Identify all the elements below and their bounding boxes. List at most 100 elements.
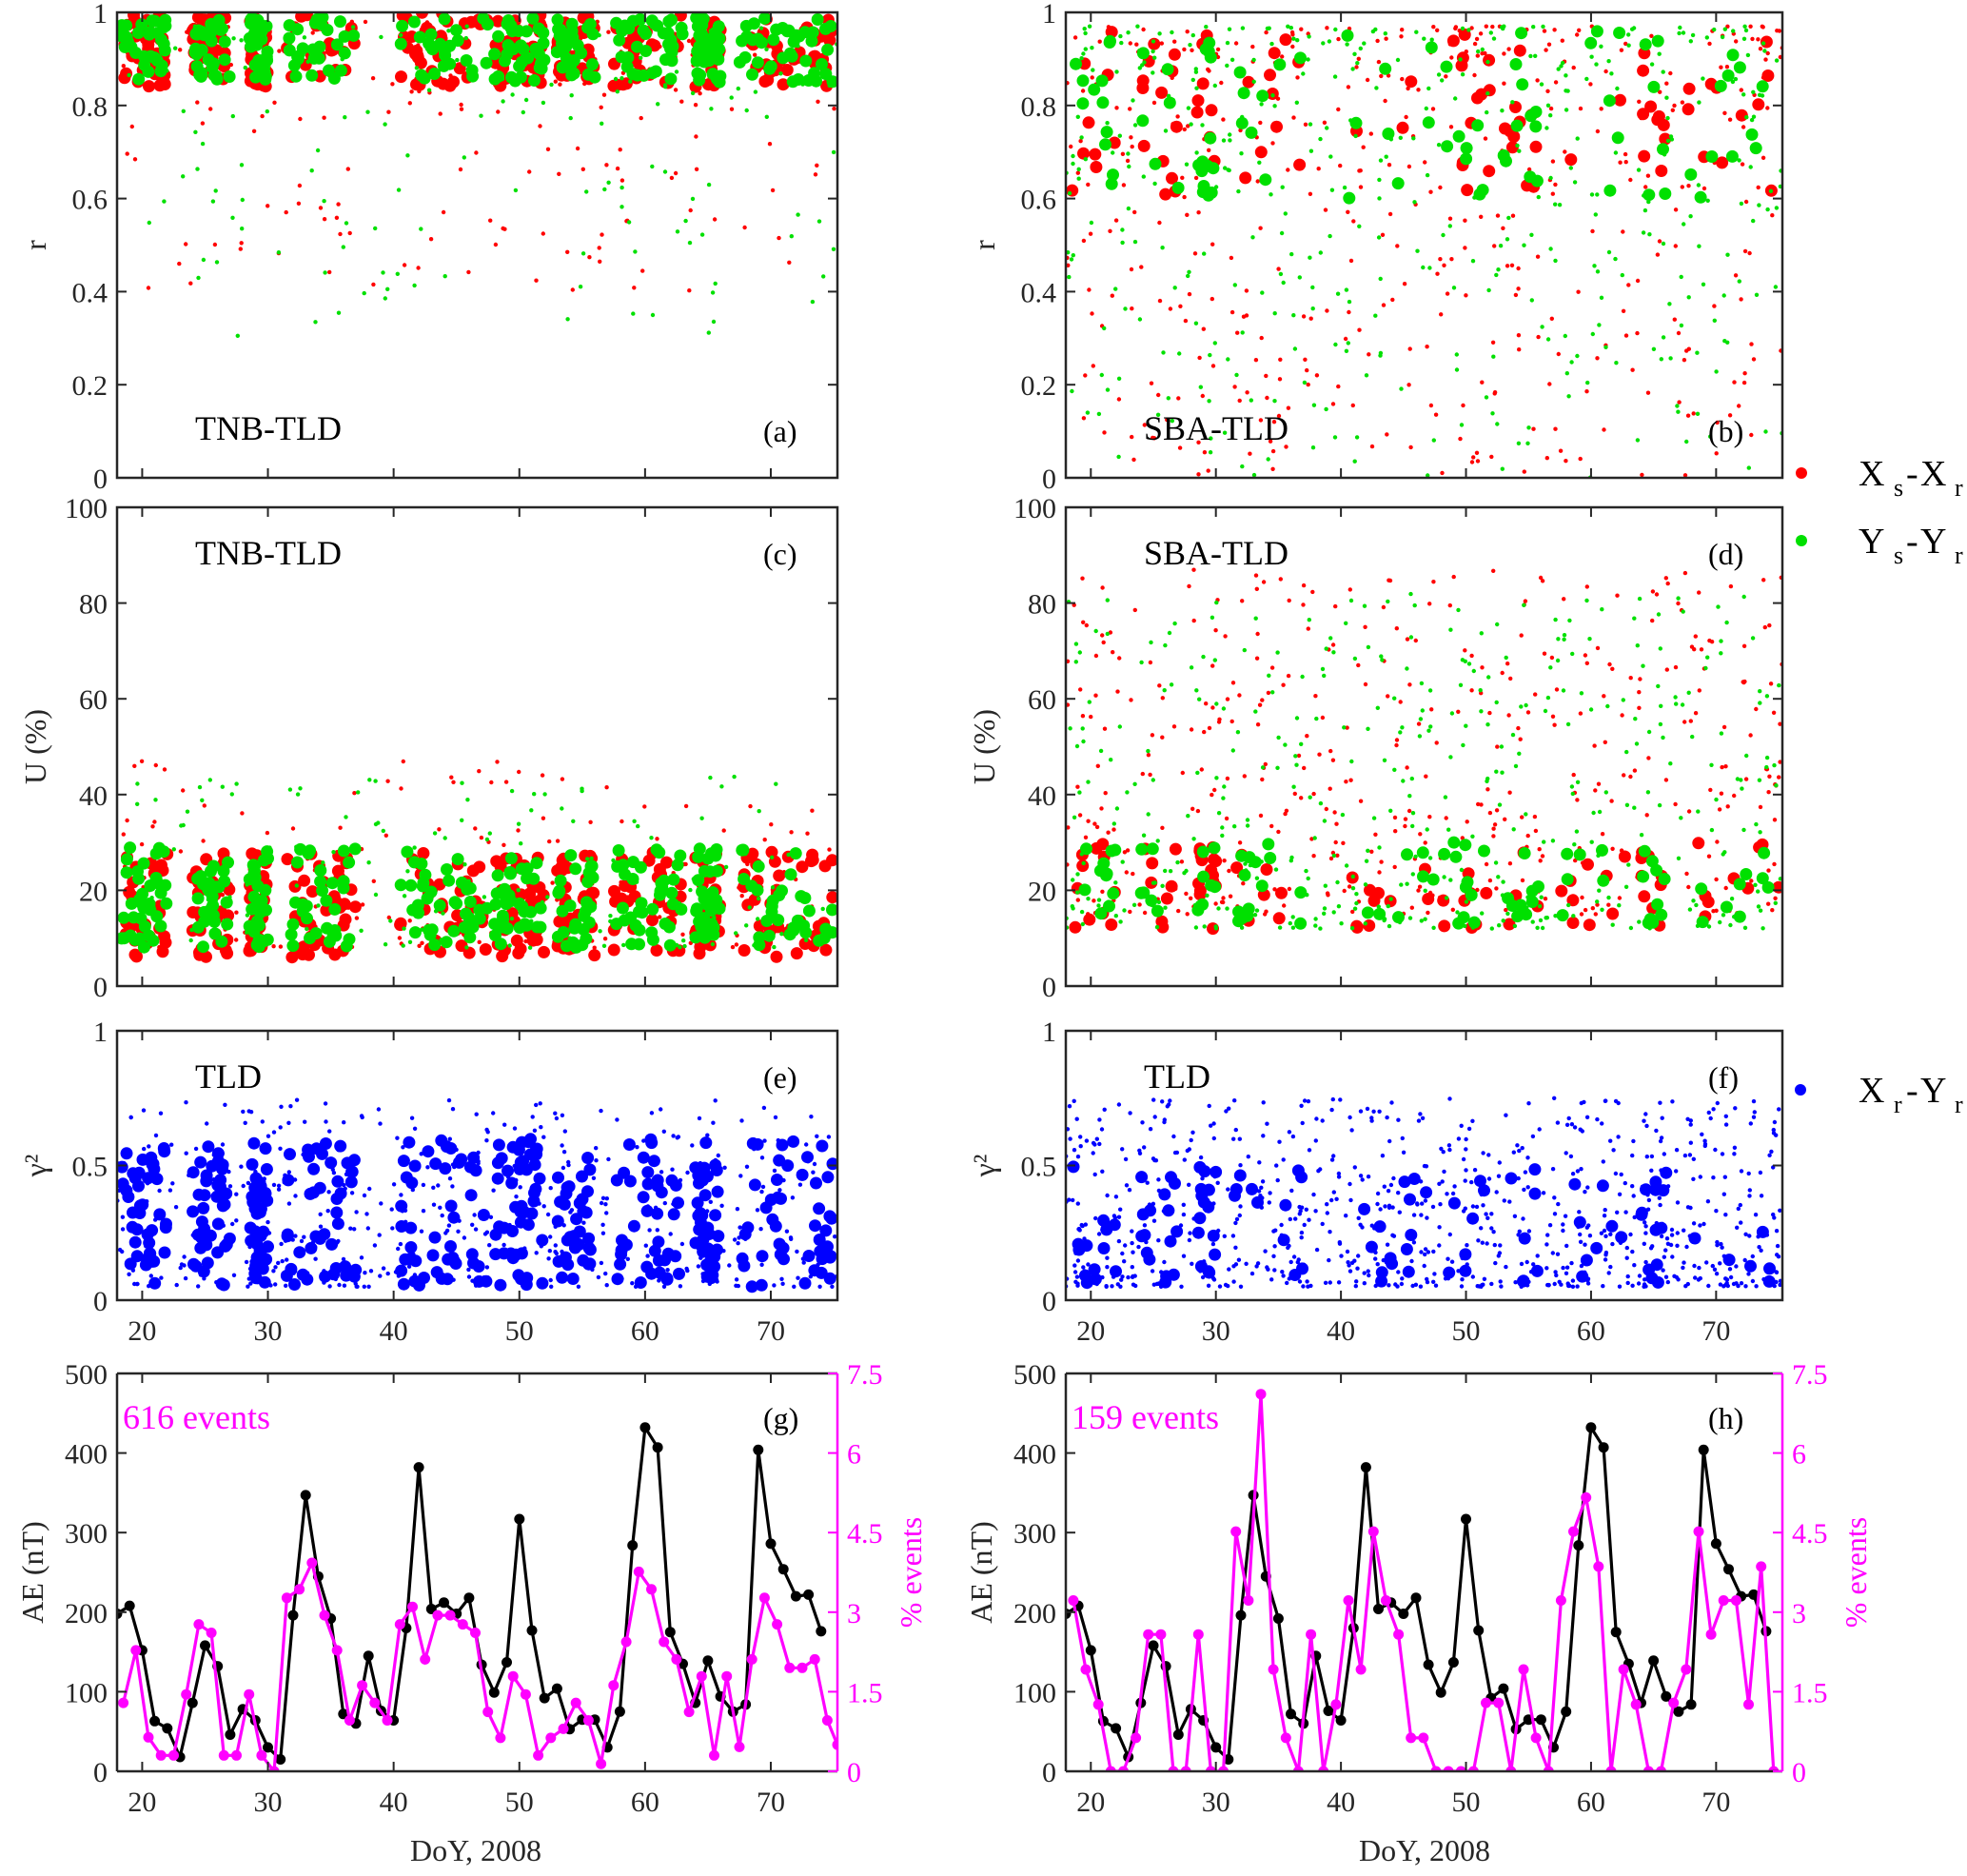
scatter-point-small <box>1387 923 1392 929</box>
scatter-point-small <box>820 906 825 912</box>
scatter-point-small <box>1188 43 1192 48</box>
scatter-point-small <box>1276 267 1281 271</box>
scatter-point-small <box>1453 26 1458 31</box>
scatter-point-small <box>1714 451 1719 456</box>
scatter-point-large <box>527 872 541 885</box>
scatter-point-small <box>1339 921 1344 926</box>
scatter-point-small <box>1125 790 1130 795</box>
scatter-point-large <box>247 867 261 880</box>
scatter-point-large <box>1441 140 1454 153</box>
scatter-point-small <box>1330 758 1336 762</box>
scatter-point-small <box>1610 922 1615 927</box>
scatter-point-small <box>1130 434 1134 440</box>
scatter-point-small <box>516 888 521 893</box>
scatter-point-small <box>1524 812 1528 817</box>
scatter-point-large <box>797 919 811 932</box>
scatter-point-small <box>1301 583 1307 588</box>
scatter-point-small <box>1318 250 1324 255</box>
scatter-point-large <box>149 872 163 884</box>
scatter-point-small <box>1545 337 1551 342</box>
scatter-point-small <box>1072 35 1078 40</box>
scatter-point-small <box>220 784 225 789</box>
scatter-point-small <box>1440 470 1445 476</box>
scatter-point-small <box>1252 913 1258 918</box>
scatter-point-small <box>1664 667 1670 672</box>
scatter-point-small <box>1193 69 1199 74</box>
scatter-point-small <box>1553 80 1559 85</box>
scatter-point-small <box>377 1233 382 1237</box>
scatter-point-small <box>1760 93 1765 98</box>
scatter-point-small <box>1628 925 1634 931</box>
scatter-point-small <box>285 1257 289 1262</box>
scatter-point-small <box>1423 888 1427 893</box>
scatter-point-small <box>620 178 625 183</box>
scatter-point-small <box>1682 473 1688 478</box>
scatter-point-small <box>1665 138 1671 144</box>
scatter-point-small <box>451 780 456 784</box>
scatter-point-large <box>1644 100 1658 113</box>
scatter-point-small <box>1212 658 1218 662</box>
scatter-point-large <box>1725 149 1739 163</box>
panel-letter: (d) <box>1708 537 1743 571</box>
scatter-point-small <box>1449 711 1455 716</box>
scatter-point-large <box>215 1277 228 1291</box>
scatter-point-large <box>319 1270 332 1283</box>
scatter-point-small <box>1160 696 1166 701</box>
scatter-point-small <box>1189 727 1194 732</box>
scatter-point-small <box>1480 47 1485 52</box>
scatter-point-small <box>732 774 737 780</box>
scatter-point-small <box>514 1195 519 1199</box>
scatter-point-small <box>1679 274 1683 280</box>
scatter-point-large <box>496 909 509 922</box>
scatter-point-small <box>1284 444 1288 449</box>
plot-area-e <box>117 1097 837 1293</box>
scatter-point-small <box>1386 903 1391 909</box>
scatter-point-small <box>1595 645 1601 651</box>
scatter-point-small <box>1099 806 1104 811</box>
scatter-point-small <box>757 809 761 814</box>
scatter-point-large <box>662 38 675 50</box>
scatter-point-large <box>662 920 676 934</box>
scatter-point-small <box>1605 703 1610 709</box>
scatter-point-small <box>1083 835 1089 839</box>
scatter-point-small <box>545 1212 551 1217</box>
scatter-point-small <box>1110 293 1115 298</box>
scatter-point-small <box>260 1119 265 1124</box>
scatter-point-large <box>1497 148 1510 162</box>
scatter-point-large <box>246 12 259 25</box>
scatter-point-small <box>326 1190 331 1195</box>
scatter-point-small <box>1733 273 1739 278</box>
scatter-point-large <box>767 33 780 47</box>
scatter-point-small <box>1673 207 1679 212</box>
scatter-point-small <box>337 1282 342 1288</box>
scatter-point-small <box>472 1213 477 1217</box>
scatter-point-small <box>1525 710 1531 715</box>
scatter-point-small <box>1081 416 1087 421</box>
scatter-point-small <box>1424 774 1428 779</box>
scatter-point-small <box>1220 825 1225 830</box>
scatter-point-small <box>1478 31 1484 36</box>
scatter-point-small <box>1310 306 1315 311</box>
scatter-point-small <box>318 1224 324 1229</box>
scatter-point-small <box>1355 60 1360 66</box>
scatter-point-small <box>1208 450 1213 455</box>
scatter-point-small <box>1488 30 1494 35</box>
scatter-point-small <box>1579 912 1584 917</box>
scatter-point-small <box>1151 880 1156 885</box>
scatter-point-small <box>1294 762 1299 767</box>
panel-letter: (a) <box>763 414 797 448</box>
series-ys-yr <box>117 774 837 954</box>
scatter-point-small <box>1325 891 1330 896</box>
scatter-point-small <box>665 1268 670 1273</box>
scatter-point-large <box>1518 847 1531 859</box>
scatter-point-small <box>1609 799 1614 803</box>
scatter-point-small <box>1096 898 1102 902</box>
scatter-point-large <box>347 29 361 42</box>
scatter-point-large <box>397 1155 410 1168</box>
scatter-point-small <box>460 780 464 785</box>
y-tick-label: 60 <box>1028 684 1056 716</box>
scatter-point-small <box>167 1188 173 1193</box>
scatter-point-small <box>1281 280 1286 286</box>
scatter-point-large <box>191 12 205 24</box>
scatter-point-small <box>661 1284 667 1290</box>
